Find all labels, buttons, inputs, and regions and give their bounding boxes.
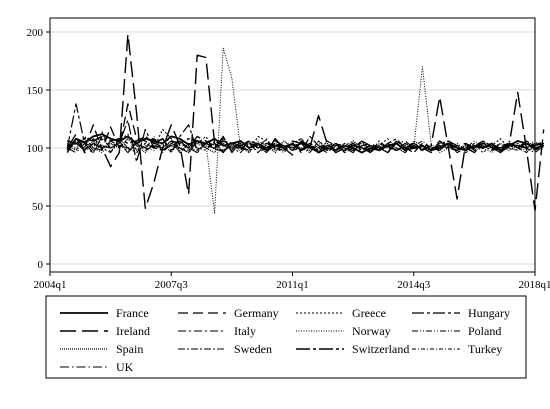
- x-tick-label: 2018q1: [519, 279, 550, 291]
- x-tick-label: 2014q3: [397, 279, 431, 291]
- y-tick-label: 50: [32, 201, 44, 213]
- legend-label-norway: Norway: [352, 324, 391, 338]
- x-tick-label: 2004q1: [34, 279, 67, 291]
- legend-label-italy: Italy: [234, 324, 256, 338]
- legend-label-spain: Spain: [116, 342, 143, 356]
- legend-label-sweden: Sweden: [234, 342, 272, 356]
- legend-label-hungary: Hungary: [468, 306, 510, 320]
- legend-label-switzerland: Switzerland: [352, 342, 409, 356]
- y-tick-label: 200: [27, 27, 44, 39]
- y-tick-label: 100: [27, 143, 44, 155]
- legend-label-germany: Germany: [234, 306, 279, 320]
- y-tick-label: 0: [38, 259, 44, 271]
- legend-label-ireland: Ireland: [116, 324, 150, 338]
- legend-label-uk: UK: [116, 360, 134, 374]
- legend-label-greece: Greece: [352, 306, 386, 320]
- x-tick-label: 2007q3: [155, 279, 189, 291]
- y-tick-label: 150: [27, 85, 44, 97]
- legend-label-france: France: [116, 306, 149, 320]
- legend-label-turkey: Turkey: [468, 342, 502, 356]
- legend-label-poland: Poland: [468, 324, 501, 338]
- legend: France Germany Greece Hungary Ireland Italy No…: [46, 296, 526, 378]
- x-tick-label: 2011q1: [276, 279, 309, 291]
